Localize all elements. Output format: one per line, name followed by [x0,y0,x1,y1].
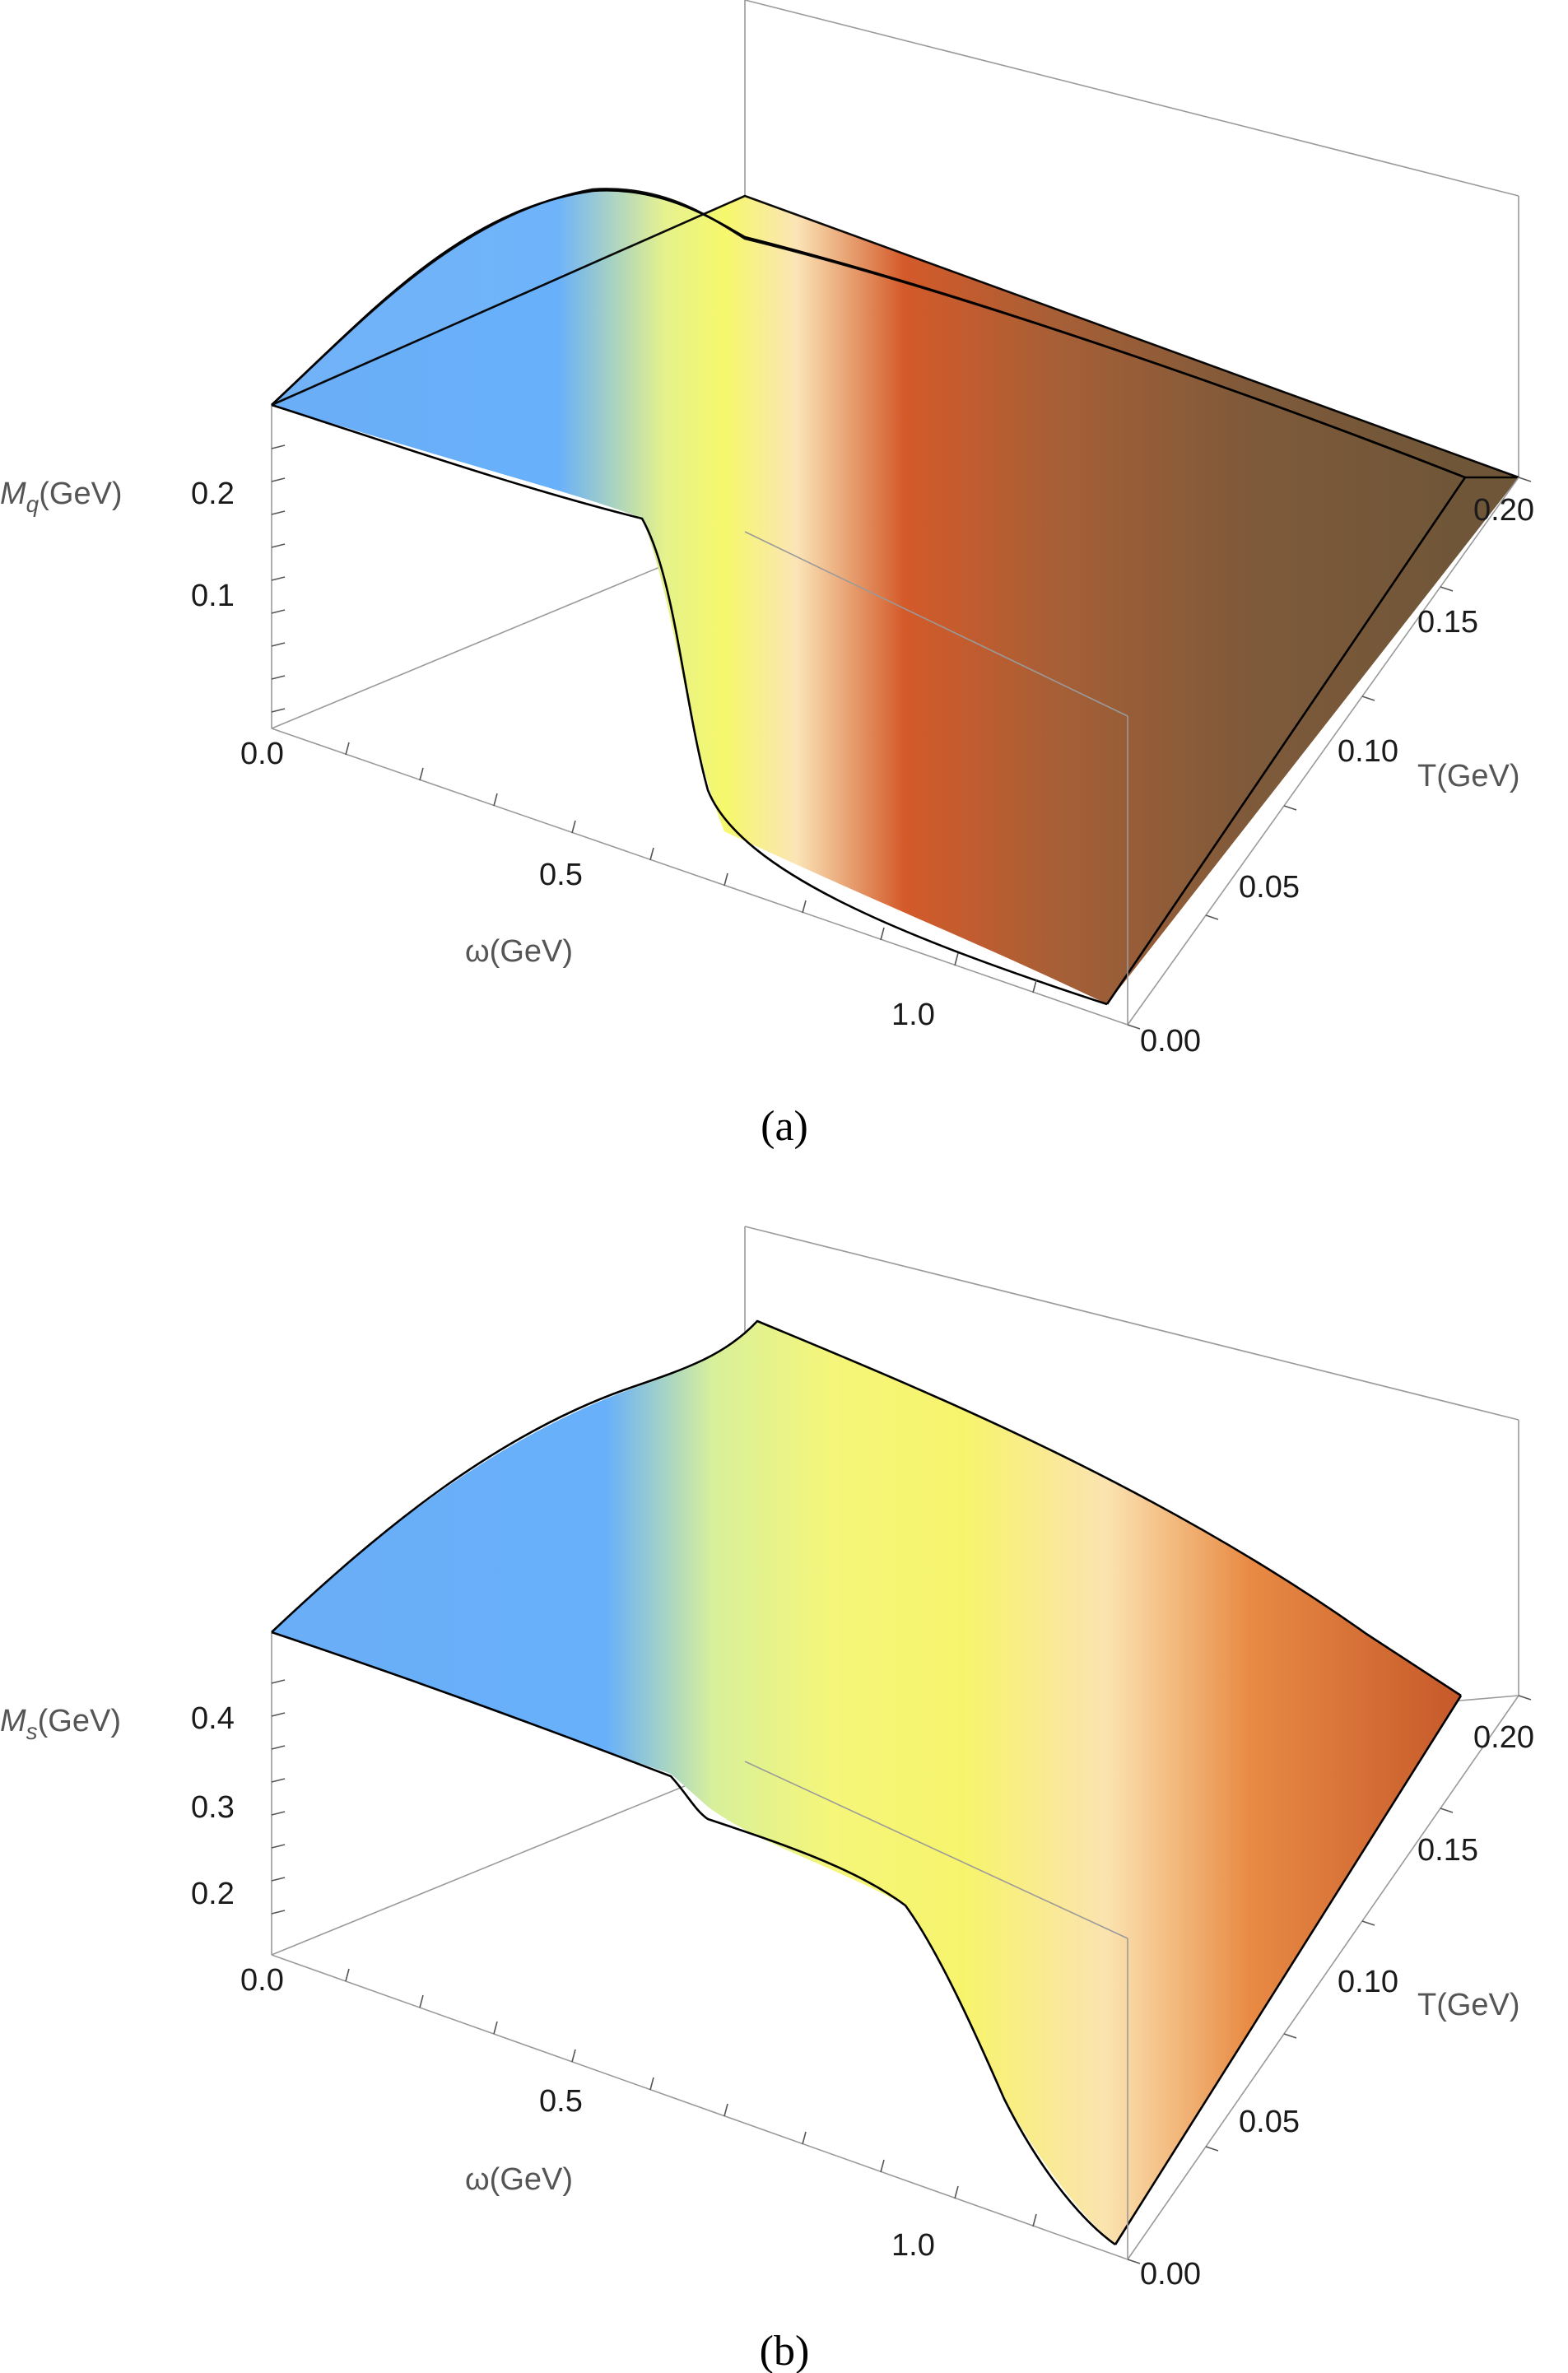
panel-a-y-tick-4: 0.20 [1473,493,1534,528]
panel-a-z-ticks: 0.2 0.1 0.0 [191,444,286,771]
panel-b-x-tick-0: 0.5 [539,2084,583,2119]
panel-b-y-tick-4: 0.20 [1473,1720,1534,1755]
panel-a-x-tick-1: 1.0 [891,998,935,1032]
panel-b-x-tick-1: 1.0 [891,2228,935,2263]
panel-a-z-tick-0: 0.2 [191,477,235,511]
panel-b-z-tick-1: 0.3 [191,1790,235,1825]
panel-b-surface [272,1321,1461,2245]
panel-a-z-label-main: M [0,477,26,511]
panel-b-edge-right [1114,1695,1463,2245]
panel-b-x-ticks: 0.5 1.0 [345,1968,1037,2263]
panel-a-caption: (a) [761,1103,808,1150]
panel-b-z-tick-2: 0.2 [191,1877,235,1911]
panel-a-y-tick-2: 0.10 [1338,734,1398,769]
panel-a-z-tick-1: 0.1 [191,579,235,613]
panel-a-surface [272,196,1519,1004]
panel-b-y-tick-1: 0.05 [1239,2105,1300,2139]
panel-b-z-ticks: 0.4 0.3 0.2 0.0 [191,1679,286,1998]
panel-a-edge-back [271,189,1466,479]
panel-b-z-label-unit: (GeV) [38,1704,121,1738]
panel-a: 0.2 0.1 0.0 0.5 1.0 0.00 [0,0,1534,1150]
panel-a-box-front [271,477,1519,1026]
panel-a-edge-right [1105,477,1467,1005]
panel-b-y-tick-3: 0.15 [1417,1833,1478,1868]
panel-b-y-label: T(GeV) [1417,1988,1520,2022]
panel-a-z-label-unit: (GeV) [39,477,122,511]
panel-a-z-label-sub: q [26,491,40,517]
panel-b-caption: (b) [760,2328,810,2373]
panel-a-edge-front [271,403,1108,1006]
panel-b-y-tick-0: 0.00 [1140,2257,1201,2292]
panel-b-edge-front [271,1631,1116,2246]
panel-b-x-label: ω(GeV) [465,2162,573,2197]
panel-a-z-label: Mq(GeV) [0,477,123,517]
panel-b-z-tick-3: 0.0 [240,1963,284,1998]
panel-b-z-label: Ms(GeV) [0,1704,121,1744]
panel-a-y-tick-1: 0.05 [1239,870,1300,905]
panel-b-edge-back [271,1319,1462,1697]
panel-b: 0.4 0.3 0.2 0.0 0.5 1.0 0.00 [0,1226,1534,2373]
panel-b-y-ticks: 0.00 0.05 0.10 0.15 0.20 [1127,1695,1534,2292]
panel-a-x-label: ω(GeV) [465,934,573,969]
panel-b-z-tick-0: 0.4 [191,1701,235,1736]
panel-b-box-front [271,1695,1519,2260]
panel-a-x-ticks: 0.5 1.0 [345,742,1037,1032]
panel-b-y-tick-2: 0.10 [1338,1965,1398,1999]
panel-a-z-tick-2: 0.0 [240,737,284,771]
panel-b-z-label-sub: s [26,1719,38,1744]
panel-a-y-ticks: 0.00 0.05 0.10 0.15 0.20 [1127,477,1534,1059]
panel-b-z-label-main: M [0,1704,26,1738]
panel-a-y-tick-0: 0.00 [1140,1024,1201,1059]
panel-a-x-tick-0: 0.5 [539,858,583,892]
panel-a-y-label: T(GeV) [1417,759,1520,793]
panel-a-y-tick-3: 0.15 [1417,605,1478,640]
